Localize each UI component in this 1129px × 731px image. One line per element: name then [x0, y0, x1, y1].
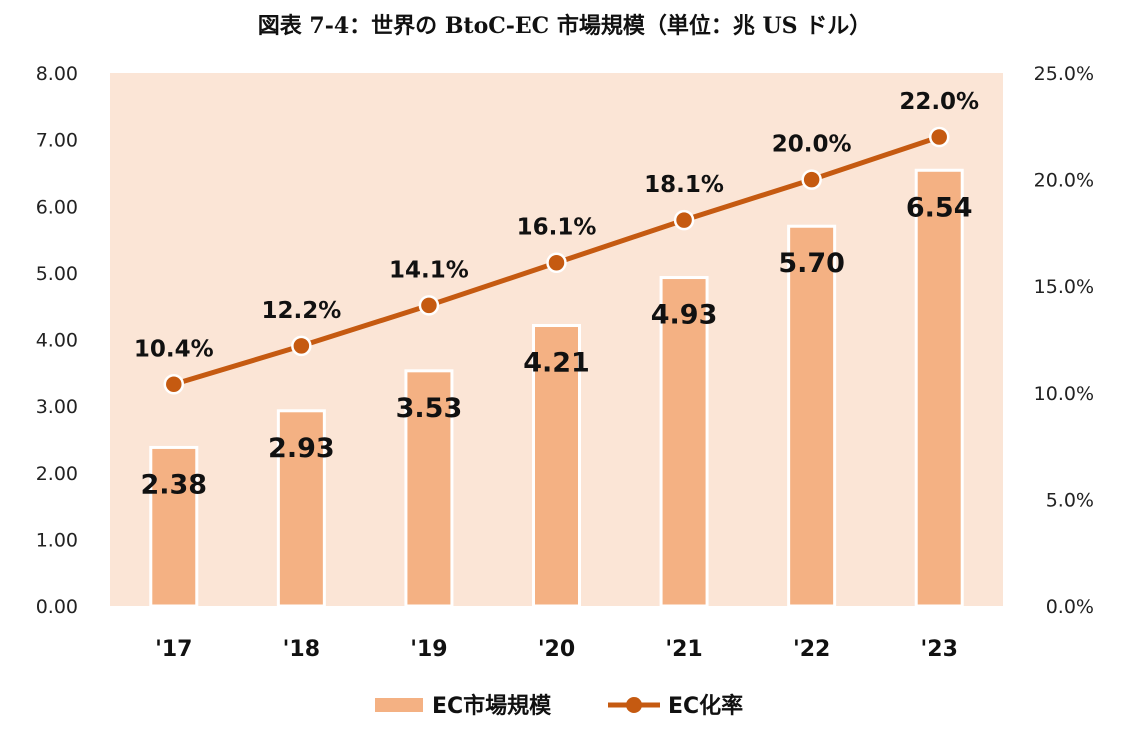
line-value-label: 14.1%	[389, 257, 469, 283]
y-left-tick-label: 1.00	[36, 529, 78, 551]
y-left-tick-label: 5.00	[36, 263, 78, 285]
bar	[276, 409, 326, 608]
bar	[532, 324, 581, 608]
bar-value-label: 3.53	[396, 393, 463, 424]
y-right-tick-label: 5.0%	[1046, 489, 1094, 511]
line-point	[928, 126, 950, 148]
x-tick-label: '21	[665, 637, 702, 662]
bar-value-label: 5.70	[778, 248, 845, 279]
line-point	[291, 335, 312, 357]
legend-line-label: EC化率	[668, 693, 743, 719]
line-value-label: 10.4%	[134, 336, 214, 362]
line-value-label: 16.1%	[517, 215, 597, 241]
line-point	[546, 252, 567, 273]
bar	[787, 224, 837, 608]
bar	[914, 168, 964, 608]
line-value-label: 12.2%	[261, 298, 341, 324]
bar	[659, 276, 709, 608]
line-point	[418, 295, 440, 316]
bar-value-label: 4.21	[523, 348, 590, 379]
bar	[149, 445, 199, 608]
y-left-tick-label: 6.00	[36, 196, 78, 218]
line-point	[801, 169, 822, 190]
y-right-tick-label: 0.0%	[1046, 596, 1094, 618]
y-left-tick-label: 0.00	[36, 596, 78, 618]
line-point	[673, 209, 695, 231]
legend-bar-label: EC市場規模	[432, 693, 552, 719]
y-left-tick-label: 3.00	[36, 396, 78, 418]
x-tick-label: '23	[921, 637, 958, 662]
x-tick-label: '18	[283, 637, 320, 662]
x-tick-label: '17	[155, 637, 192, 662]
y-left-tick-label: 7.00	[36, 130, 78, 152]
y-right-tick-label: 20.0%	[1034, 170, 1094, 192]
y-right-tick-label: 25.0%	[1034, 63, 1094, 85]
x-tick-label: '20	[538, 637, 575, 662]
x-tick-label: '19	[410, 637, 447, 662]
y-left-tick-label: 2.00	[36, 463, 78, 485]
y-right-tick-label: 10.0%	[1034, 383, 1094, 405]
bar-value-label: 2.93	[268, 433, 335, 464]
chart-title: 図表 7-4：世界の BtoC-EC 市場規模（単位：兆 US ドル）	[257, 13, 872, 39]
y-left-tick-label: 4.00	[36, 330, 78, 352]
bar-value-label: 4.93	[651, 300, 718, 331]
y-right-tick-label: 15.0%	[1034, 276, 1094, 298]
bar-value-label: 6.54	[906, 192, 973, 223]
legend-bar-swatch	[375, 698, 423, 712]
bar	[404, 369, 454, 608]
bar-value-label: 2.38	[140, 469, 207, 500]
y-left-tick-label: 8.00	[36, 63, 78, 85]
line-value-label: 22.0%	[899, 89, 979, 115]
legend-line-marker	[626, 697, 642, 713]
x-tick-label: '22	[793, 637, 830, 662]
line-point	[163, 374, 185, 395]
line-value-label: 18.1%	[644, 172, 724, 198]
line-value-label: 20.0%	[772, 132, 852, 158]
